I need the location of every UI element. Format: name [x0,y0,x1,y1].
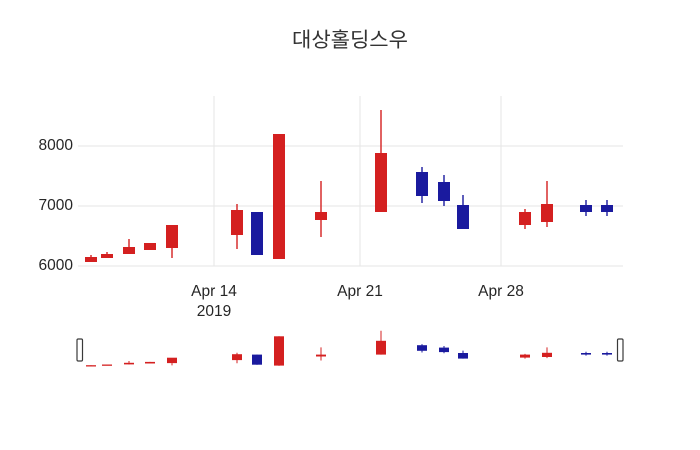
svg-text:6000: 6000 [39,257,74,274]
svg-text:7000: 7000 [39,197,74,214]
svg-text:Apr 28: Apr 28 [478,283,524,300]
svg-text:2019: 2019 [197,303,231,320]
svg-text:8000: 8000 [39,137,74,154]
svg-text:Apr 14: Apr 14 [191,283,237,300]
svg-text:Apr 21: Apr 21 [337,283,383,300]
